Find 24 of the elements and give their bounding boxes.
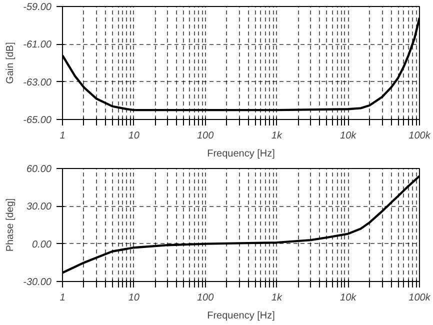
x-axis-title: Frequency [Hz]: [207, 148, 276, 160]
x-tick-label: 100k: [408, 292, 432, 304]
x-axis-title: Frequency [Hz]: [207, 310, 276, 322]
x-tick-label: 1k: [271, 130, 283, 142]
x-tick-label: 100k: [408, 130, 432, 142]
y-tick-label: -65.00: [23, 115, 52, 126]
x-tick-label: 10k: [340, 292, 358, 304]
y-tick-label: -63.00: [23, 77, 52, 88]
x-tick-label: 10: [128, 130, 140, 142]
y-tick-label: -30.00: [23, 277, 52, 288]
x-tick-label: 1: [60, 130, 66, 142]
y-tick-label: 60.00: [26, 164, 52, 175]
y-tick-label: -61.00: [23, 40, 52, 51]
y-tick-label: 30.00: [26, 202, 52, 213]
y-axis-title: Gain [dB]: [5, 42, 16, 84]
x-tick-label: 1: [60, 292, 66, 304]
y-tick-label: -59.00: [23, 2, 52, 13]
y-tick-label: 0.00: [32, 239, 52, 250]
x-tick-label: 1k: [271, 292, 283, 304]
x-tick-label: 10: [128, 292, 140, 304]
x-tick-label: 10k: [340, 130, 358, 142]
y-axis-title: Phase [deg]: [5, 198, 16, 252]
x-tick-label: 100: [196, 292, 214, 304]
x-tick-label: 100: [196, 130, 214, 142]
